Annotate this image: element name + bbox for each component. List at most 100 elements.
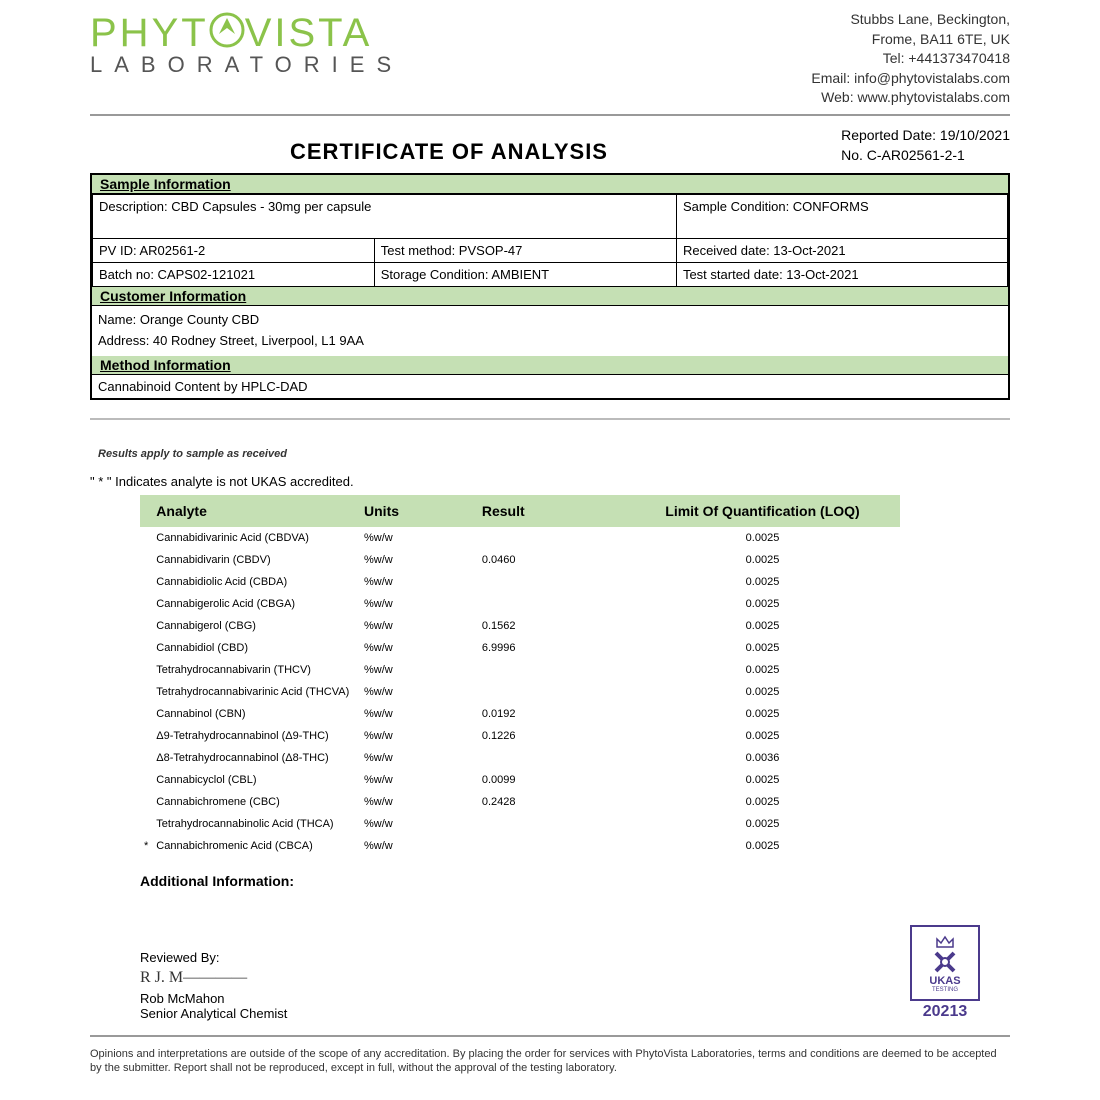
reviewed-block: Reviewed By: R J. M———— Rob McMahon Seni… [140, 950, 287, 1021]
analyte-table: Analyte Units Result Limit Of Quantifica… [140, 495, 900, 857]
cell-analyte: Cannabicyclol (CBL) [152, 769, 360, 791]
cell-result [478, 571, 625, 593]
table-row: Cannabichromene (CBC)%w/w0.24280.0025 [140, 791, 900, 813]
cell-units: %w/w [360, 725, 478, 747]
logo: PHYTVISTA LABORATORIES [90, 10, 403, 78]
sample-condition: Sample Condition: CONFORMS [676, 195, 1007, 239]
cell-units: %w/w [360, 747, 478, 769]
ukas-sub: TESTING [932, 987, 958, 993]
table-row: Tetrahydrocannabivarinic Acid (THCVA)%w/… [140, 681, 900, 703]
cell-result [478, 747, 625, 769]
cell-analyte: Cannabichromene (CBC) [152, 791, 360, 813]
info-box: Sample Information Description: CBD Caps… [90, 173, 1010, 400]
cell-result: 6.9996 [478, 637, 625, 659]
cell-loq: 0.0025 [625, 835, 900, 857]
cell-result: 0.0192 [478, 703, 625, 725]
sample-received: Received date: 13-Oct-2021 [676, 239, 1007, 263]
cell-analyte: Cannabigerol (CBG) [152, 615, 360, 637]
divider-3 [90, 1035, 1010, 1037]
cell-star [140, 615, 152, 637]
company-email: Email: info@phytovistalabs.com [811, 69, 1010, 89]
cell-analyte: Cannabigerolic Acid (CBGA) [152, 593, 360, 615]
cell-result [478, 835, 625, 857]
cell-result [478, 659, 625, 681]
cell-result: 0.1226 [478, 725, 625, 747]
cell-analyte: Tetrahydrocannabinolic Acid (THCA) [152, 813, 360, 835]
cell-analyte: Cannabichromenic Acid (CBCA) [152, 835, 360, 857]
cell-analyte: Tetrahydrocannabivarinic Acid (THCVA) [152, 681, 360, 703]
col-units: Units [360, 495, 478, 527]
sample-desc: Description: CBD Capsules - 30mg per cap… [93, 195, 677, 239]
table-row: Δ8-Tetrahydrocannabinol (Δ8-THC)%w/w0.00… [140, 747, 900, 769]
table-row: Cannabigerol (CBG)%w/w0.15620.0025 [140, 615, 900, 637]
reported-date: 19/10/2021 [940, 127, 1010, 143]
table-row: Cannabidiol (CBD)%w/w6.99960.0025 [140, 637, 900, 659]
cert-no: C-AR02561-2-1 [867, 147, 965, 163]
company-tel: Tel: +441373470418 [811, 49, 1010, 69]
cell-result [478, 681, 625, 703]
cert-title: CERTIFICATE OF ANALYSIS [290, 139, 608, 165]
reported-label: Reported Date: [841, 127, 936, 143]
cell-analyte: Cannabidivarin (CBDV) [152, 549, 360, 571]
cell-loq: 0.0025 [625, 593, 900, 615]
results-note: Results apply to sample as received [98, 448, 1010, 460]
sample-info-header: Sample Information [92, 175, 1008, 194]
sample-storage: Storage Condition: AMBIENT [374, 263, 676, 287]
cell-star [140, 791, 152, 813]
cell-units: %w/w [360, 769, 478, 791]
cell-star [140, 813, 152, 835]
cell-loq: 0.0025 [625, 659, 900, 681]
reviewed-label: Reviewed By: [140, 950, 287, 965]
cell-result [478, 813, 625, 835]
reviewer-title: Senior Analytical Chemist [140, 1006, 287, 1021]
ukas-note: " * " Indicates analyte is not UKAS accr… [90, 474, 1010, 489]
divider-2 [90, 418, 1010, 420]
cell-units: %w/w [360, 791, 478, 813]
logo-text-2: VISTA [245, 11, 373, 55]
table-row: Tetrahydrocannabinolic Acid (THCA)%w/w0.… [140, 813, 900, 835]
cell-analyte: Δ9-Tetrahydrocannabinol (Δ9-THC) [152, 725, 360, 747]
sample-pvid: PV ID: AR02561-2 [93, 239, 375, 263]
crown-icon [935, 933, 955, 949]
table-row: Cannabidivarinic Acid (CBDVA)%w/w0.0025 [140, 527, 900, 549]
footer-row: Reviewed By: R J. M———— Rob McMahon Seni… [140, 925, 980, 1021]
disclaimer: Opinions and interpretations are outside… [90, 1047, 1010, 1076]
customer-body: Name: Orange County CBD Address: 40 Rodn… [92, 306, 1008, 356]
leaf-icon [209, 12, 245, 58]
sample-method: Test method: PVSOP-47 [374, 239, 676, 263]
company-info: Stubbs Lane, Beckington, Frome, BA11 6TE… [811, 10, 1010, 108]
cell-units: %w/w [360, 527, 478, 549]
cell-units: %w/w [360, 571, 478, 593]
cell-result [478, 593, 625, 615]
customer-name: Name: Orange County CBD [98, 310, 1002, 331]
cert-no-label: No. [841, 147, 863, 163]
company-addr1: Stubbs Lane, Beckington, [811, 10, 1010, 30]
method-body: Cannabinoid Content by HPLC-DAD [92, 375, 1008, 398]
cell-star [140, 725, 152, 747]
cell-result [478, 527, 625, 549]
reviewer-name: Rob McMahon [140, 991, 287, 1006]
sample-batch: Batch no: CAPS02-121021 [93, 263, 375, 287]
table-row: Cannabidivarin (CBDV)%w/w0.04600.0025 [140, 549, 900, 571]
company-addr2: Frome, BA11 6TE, UK [811, 30, 1010, 50]
cell-star [140, 549, 152, 571]
signature: R J. M———— [140, 969, 287, 987]
table-row: Δ9-Tetrahydrocannabinol (Δ9-THC)%w/w0.12… [140, 725, 900, 747]
logo-text-1: PHYT [90, 11, 209, 55]
cell-star [140, 571, 152, 593]
cell-star [140, 637, 152, 659]
cell-star [140, 747, 152, 769]
ukas-logo: UKAS TESTING [910, 925, 980, 1001]
cell-star [140, 593, 152, 615]
cell-loq: 0.0025 [625, 681, 900, 703]
cell-units: %w/w [360, 593, 478, 615]
cell-star [140, 659, 152, 681]
table-row: Cannabigerolic Acid (CBGA)%w/w 0.0025 [140, 593, 900, 615]
cell-star [140, 681, 152, 703]
cell-units: %w/w [360, 615, 478, 637]
cell-units: %w/w [360, 703, 478, 725]
cell-analyte: Cannabidiolic Acid (CBDA) [152, 571, 360, 593]
cell-loq: 0.0025 [625, 703, 900, 725]
customer-info-header: Customer Information [92, 287, 1008, 306]
table-row: *Cannabichromenic Acid (CBCA)%w/w0.0025 [140, 835, 900, 857]
